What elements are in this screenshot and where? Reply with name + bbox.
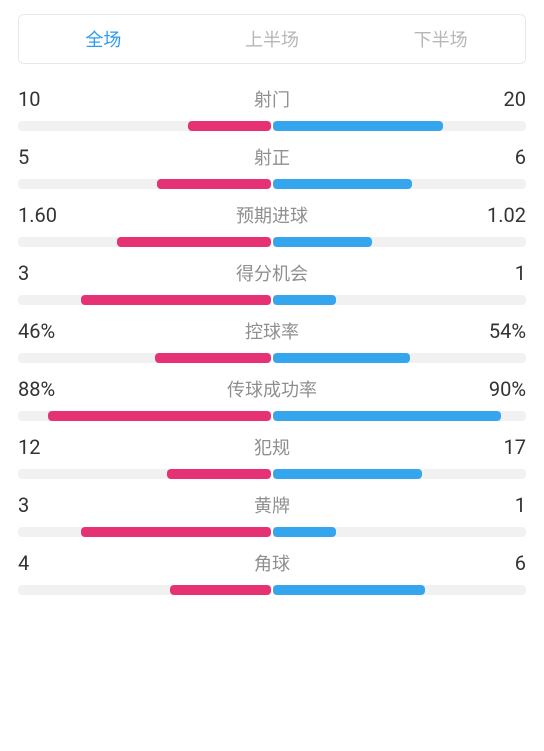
away-value: 1 [515,493,526,517]
stat-header: 1.60 预期进球 1.02 [18,202,526,228]
away-bar-fill [273,469,422,479]
away-value: 90% [489,377,526,401]
stat-row: 10 射门 20 [18,86,526,131]
stat-label: 黄牌 [254,492,290,518]
away-value: 20 [504,87,526,111]
away-bar-track [273,585,526,595]
stat-bar [18,295,526,305]
stat-header: 5 射正 6 [18,144,526,170]
stat-bar [18,411,526,421]
stat-label: 预期进球 [236,202,308,228]
away-bar-fill [273,179,412,189]
home-bar-track [18,121,271,131]
stat-bar [18,469,526,479]
stat-label: 传球成功率 [227,376,317,402]
stat-header: 4 角球 6 [18,550,526,576]
stat-bar [18,237,526,247]
away-value: 54% [489,319,526,343]
away-bar-fill [273,237,372,247]
stat-header: 3 黄牌 1 [18,492,526,518]
stat-header: 12 犯规 17 [18,434,526,460]
stat-row: 3 黄牌 1 [18,492,526,537]
stat-row: 12 犯规 17 [18,434,526,479]
home-bar-track [18,411,271,421]
away-bar-fill [273,585,425,595]
tab-first[interactable]: 上半场 [188,15,357,63]
stat-label: 射门 [254,86,290,112]
home-bar-fill [157,179,271,189]
away-bar-track [273,469,526,479]
stat-label: 角球 [254,550,290,576]
home-value: 12 [18,435,40,459]
stat-bar [18,353,526,363]
home-value: 1.60 [18,203,57,227]
away-bar-fill [273,121,443,131]
away-value: 1 [515,261,526,285]
away-bar-fill [273,527,336,537]
home-bar-fill [188,121,271,131]
stat-bar [18,121,526,131]
home-value: 88% [18,377,55,401]
stat-label: 射正 [254,144,290,170]
home-bar-fill [170,585,271,595]
stat-header: 88% 传球成功率 90% [18,376,526,402]
away-bar-track [273,411,526,421]
stat-label: 得分机会 [236,260,308,286]
home-bar-fill [155,353,271,363]
away-value: 6 [515,551,526,575]
stat-row: 4 角球 6 [18,550,526,595]
away-value: 1.02 [487,203,526,227]
stat-header: 3 得分机会 1 [18,260,526,286]
stat-label: 犯规 [254,434,290,460]
stat-bar [18,179,526,189]
home-value: 46% [18,319,55,343]
stat-label: 控球率 [245,318,299,344]
home-bar-fill [48,411,271,421]
away-bar-track [273,121,526,131]
home-bar-track [18,585,271,595]
home-bar-track [18,353,271,363]
home-bar-track [18,179,271,189]
home-bar-track [18,469,271,479]
home-bar-fill [117,237,271,247]
home-bar-track [18,527,271,537]
away-bar-fill [273,295,336,305]
away-value: 6 [515,145,526,169]
stats-container: 10 射门 20 5 射正 6 1.60 预期进球 1.02 3 得分机会 1 46% 控球率 54% 88%… [18,84,526,595]
away-bar-fill [273,411,501,421]
home-bar-track [18,295,271,305]
stat-row: 1.60 预期进球 1.02 [18,202,526,247]
home-bar-fill [81,295,271,305]
stat-row: 46% 控球率 54% [18,318,526,363]
away-bar-track [273,353,526,363]
stat-row: 5 射正 6 [18,144,526,189]
stat-bar [18,527,526,537]
tab-second[interactable]: 下半场 [356,15,525,63]
home-bar-fill [81,527,271,537]
home-value: 3 [18,261,29,285]
stat-header: 10 射门 20 [18,86,526,112]
tab-full[interactable]: 全场 [19,15,188,63]
stat-row: 3 得分机会 1 [18,260,526,305]
home-bar-fill [167,469,271,479]
away-bar-fill [273,353,410,363]
away-bar-track [273,527,526,537]
stat-row: 88% 传球成功率 90% [18,376,526,421]
home-value: 10 [18,87,40,111]
home-value: 4 [18,551,29,575]
away-value: 17 [504,435,526,459]
home-value: 5 [18,145,29,169]
stat-bar [18,585,526,595]
away-bar-track [273,179,526,189]
home-bar-track [18,237,271,247]
home-value: 3 [18,493,29,517]
period-tabs: 全场上半场下半场 [18,14,526,64]
away-bar-track [273,237,526,247]
away-bar-track [273,295,526,305]
stat-header: 46% 控球率 54% [18,318,526,344]
